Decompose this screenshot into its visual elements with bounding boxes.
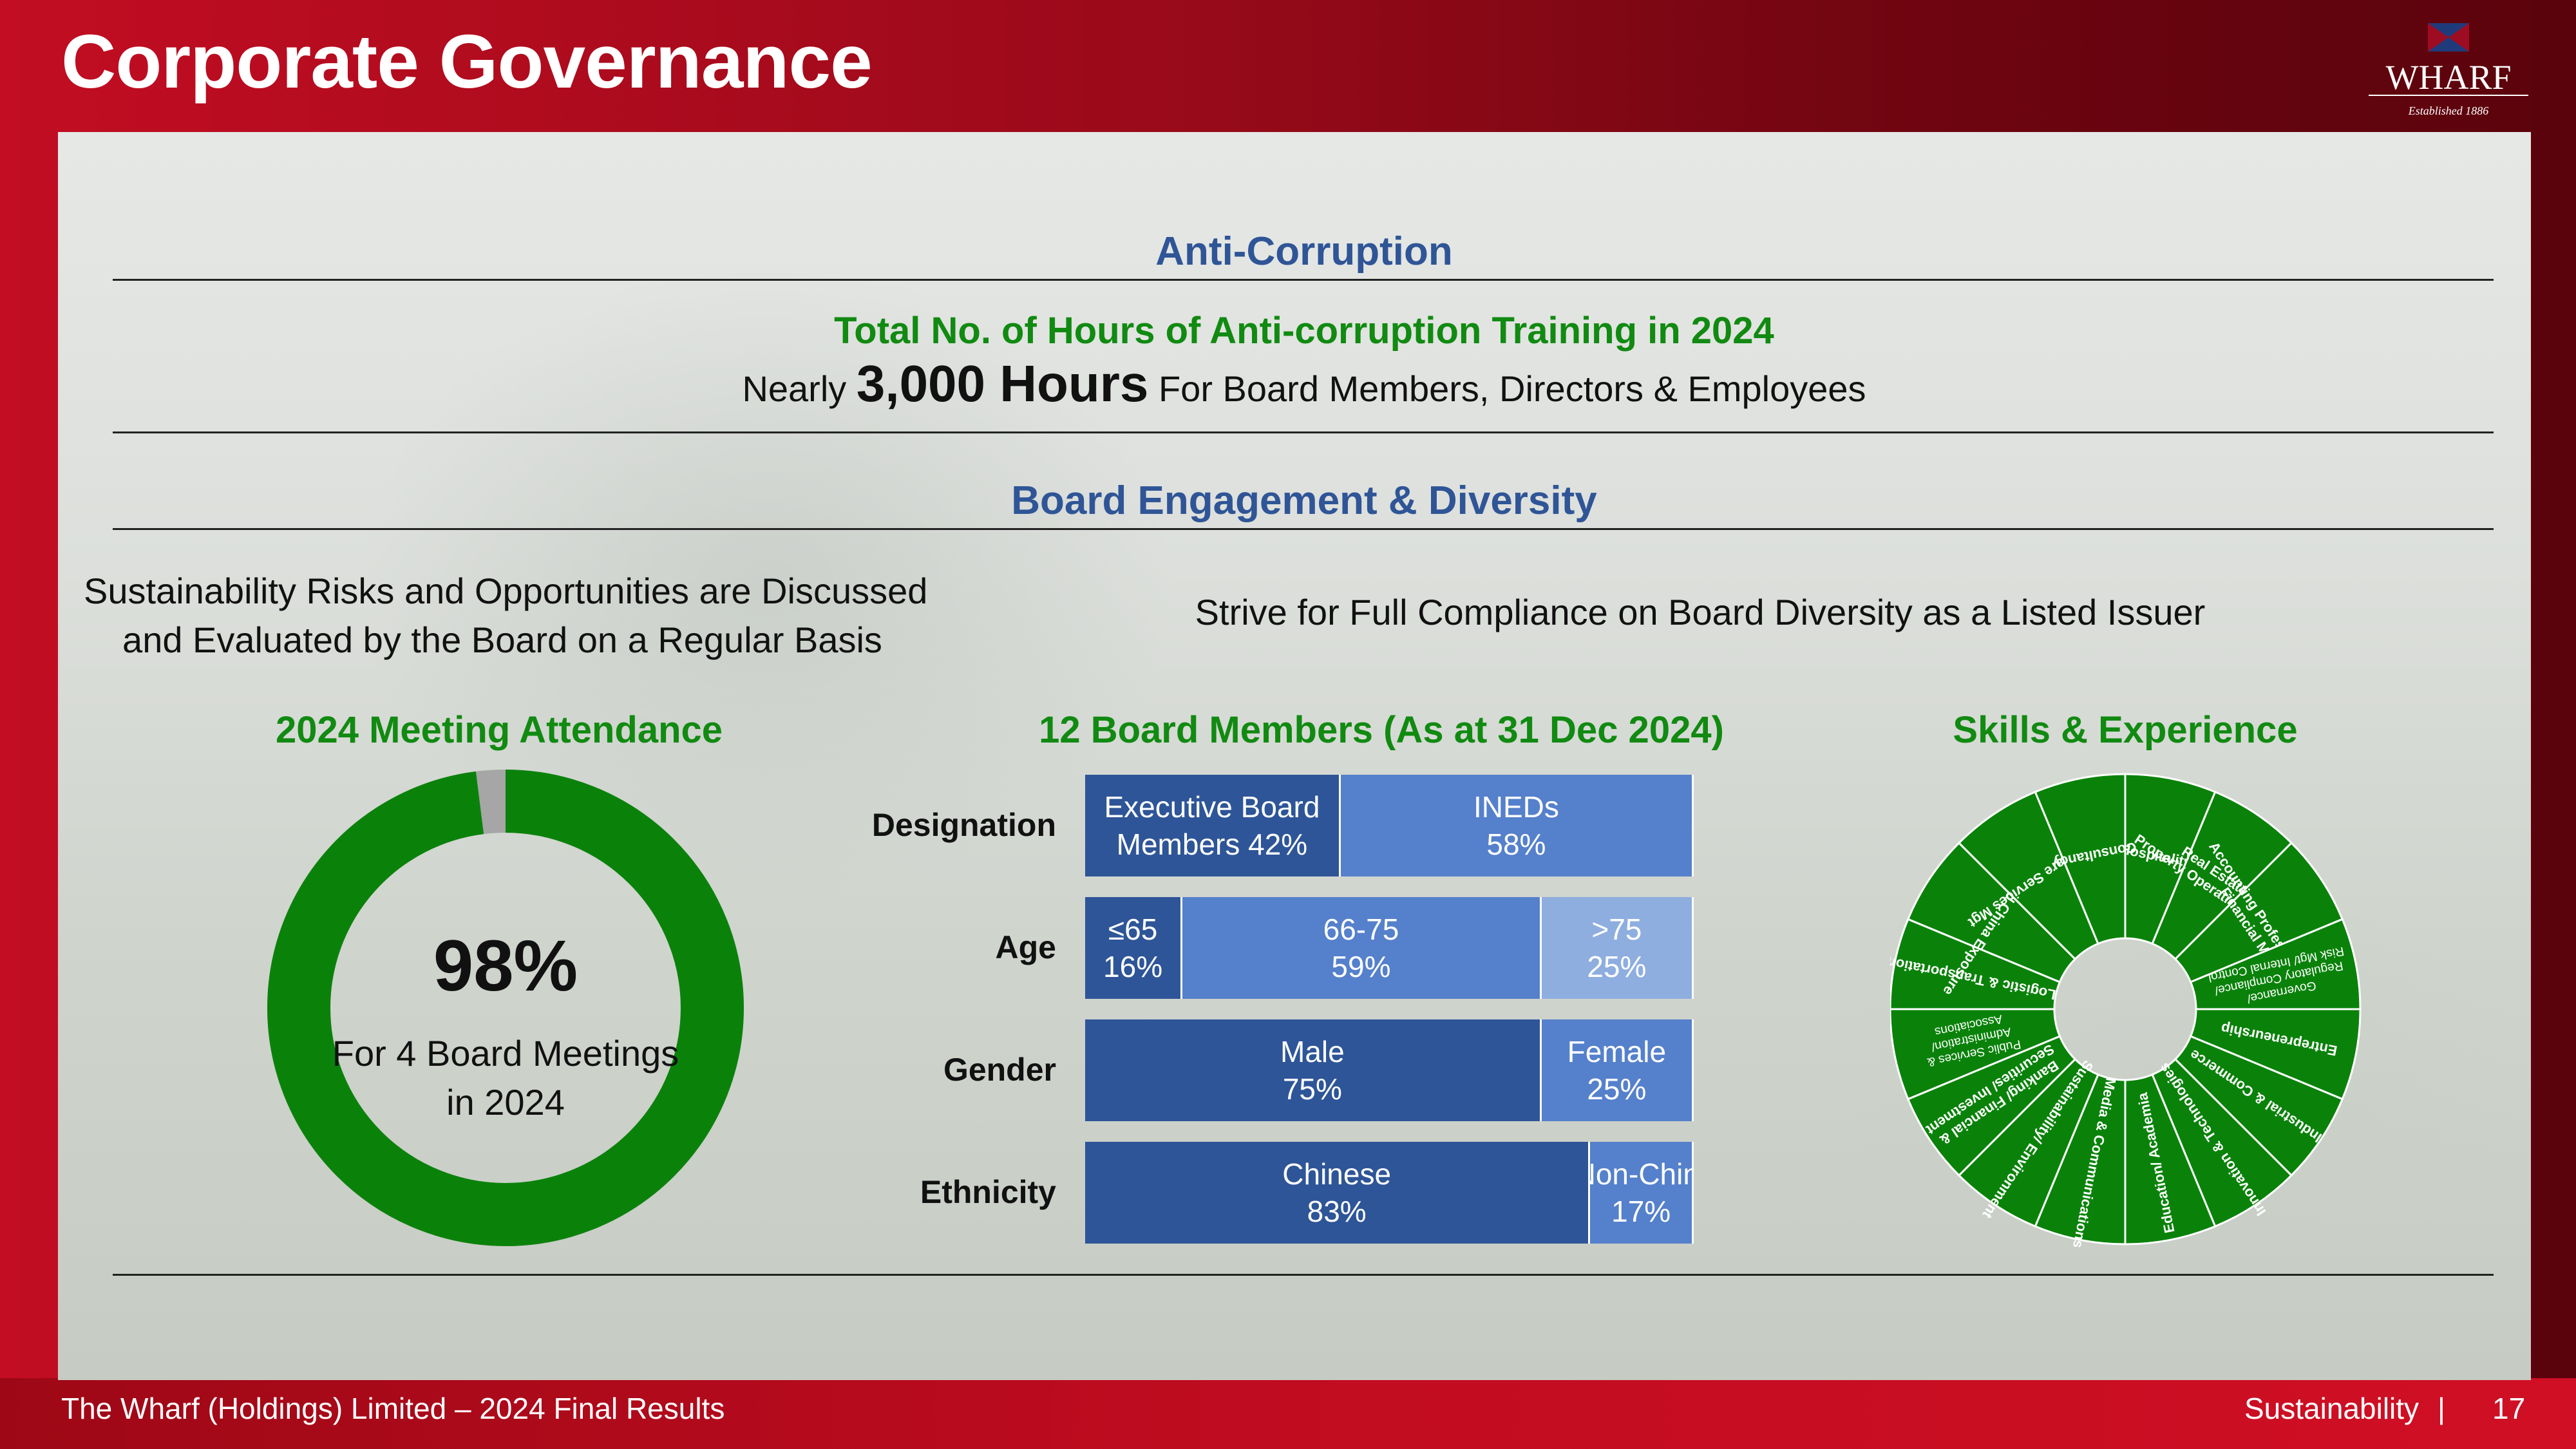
diversity-segment: Non-Chin. 17% (1590, 1142, 1694, 1244)
attendance-caption: For 4 Board Meetings in 2024 (248, 1029, 763, 1127)
skill-segment (1890, 918, 2061, 1010)
segment-label: >75 (1591, 913, 1642, 946)
segment-label: Male (1280, 1035, 1345, 1068)
skill-segment (1957, 1057, 2099, 1228)
segment-value: 25% (1587, 1072, 1647, 1106)
logo-tagline: Established 1886 (2408, 104, 2489, 117)
segment-value: 17% (1611, 1195, 1671, 1228)
segment-label: ≤65 (1108, 913, 1158, 946)
hours-prefix: Nearly (742, 368, 847, 409)
hours-value: 3,000 Hours (856, 355, 1149, 412)
segment-value: 83% (1307, 1195, 1367, 1228)
segment-value: 25% (1587, 950, 1647, 983)
attendance-title: 2024 Meeting Attendance (275, 709, 723, 751)
footer-company: The Wharf (Holdings) Limited – 2024 Fina… (61, 1392, 725, 1425)
page-number: 17 (2492, 1392, 2526, 1425)
segment-label: 66-75 (1323, 913, 1399, 946)
skill-segment (1957, 790, 2099, 961)
divider (113, 431, 2494, 433)
skill-segment (1906, 1035, 2077, 1177)
skill-segment (2189, 918, 2362, 1010)
training-subheading: Total No. of Hours of Anti-corruption Tr… (834, 310, 1774, 352)
skill-segment (1890, 1008, 2061, 1101)
segment-value: 16% (1103, 950, 1163, 983)
donut-attended-arc (267, 770, 744, 1246)
wharf-logo: WHARF Established 1886 (2369, 23, 2528, 117)
skills-title: Skills & Experience (1953, 709, 2298, 751)
skill-segment (2174, 841, 2344, 983)
footer-separator: | (2438, 1392, 2445, 1425)
diversity-segment: Female 25% (1541, 1019, 1694, 1121)
diversity-row-label: Ethnicity (920, 1174, 1056, 1210)
skill-segment (1906, 841, 2077, 983)
diversity-segment: 66-75 59% (1182, 897, 1542, 999)
divider (113, 528, 2494, 530)
segment-value: 75% (1282, 1072, 1342, 1106)
segment-label: Chinese (1282, 1157, 1392, 1191)
skill-label: Public Services &Administration/Associat… (1920, 1009, 2022, 1069)
attendance-caption-line: For 4 Board Meetings (332, 1033, 679, 1074)
hours-suffix: For Board Members, Directors & Employees (1158, 368, 1866, 409)
segment-label: Non-Chin. (1590, 1157, 1692, 1191)
skill-segment (2124, 1073, 2217, 1245)
page-title: Corporate Governance (61, 19, 873, 104)
skill-segment (2151, 790, 2293, 961)
diversity-segment: Executive Board Members 42% (1085, 775, 1341, 876)
diversity-row-label: Designation (871, 807, 1056, 843)
board-right-text: Strive for Full Compliance on Board Dive… (1195, 592, 2206, 632)
segment-value: Members 42% (1116, 828, 1308, 861)
attendance-percent: 98% (433, 925, 578, 1006)
logo-wordmark: WHARF (2385, 58, 2511, 97)
diversity-segment: ≤65 16% (1085, 897, 1183, 999)
skill-segment (2174, 1035, 2344, 1177)
segment-label: Female (1567, 1035, 1667, 1068)
board-left-text-line: and Evaluated by the Board on a Regular … (122, 620, 882, 660)
diversity-segment: Chinese 83% (1085, 1142, 1591, 1244)
footer-section: Sustainability (2244, 1392, 2420, 1425)
divider (113, 279, 2494, 281)
diversity-segment: >75 25% (1541, 897, 1694, 999)
board-heading: Board Engagement & Diversity (1011, 478, 1597, 523)
diversity-row-label: Age (995, 929, 1056, 965)
skill-segment (2034, 1073, 2126, 1245)
segment-label: Executive Board (1104, 790, 1320, 824)
attendance-caption-line: in 2024 (446, 1082, 565, 1122)
footer-bar (0, 1378, 2576, 1449)
divider (113, 1274, 2494, 1276)
training-hours-line: Nearly 3,000 Hours For Board Members, Di… (660, 354, 1948, 413)
skill-segment (2034, 773, 2126, 945)
anti-corruption-heading: Anti-Corruption (1155, 229, 1453, 274)
attendance-donut (267, 770, 744, 1246)
diversity-segment: Male 75% (1085, 1019, 1542, 1121)
segment-value: 59% (1331, 950, 1391, 983)
diversity-title: 12 Board Members (As at 31 Dec 2024) (1039, 709, 1724, 751)
diversity-segment: INEDs 58% (1340, 775, 1694, 876)
board-left-text: Sustainability Risks and Opportunities a… (84, 567, 928, 665)
diversity-row-label: Gender (943, 1052, 1056, 1088)
skill-segment (2124, 773, 2217, 945)
board-left-text-line: Sustainability Risks and Opportunities a… (84, 571, 928, 611)
segment-value: 58% (1486, 828, 1546, 861)
skill-segment (2189, 1008, 2362, 1101)
skill-segment (2151, 1057, 2293, 1228)
segment-label: INEDs (1473, 790, 1559, 824)
skill-label-text: Public Services &Administration/Associat… (1920, 1009, 2022, 1069)
